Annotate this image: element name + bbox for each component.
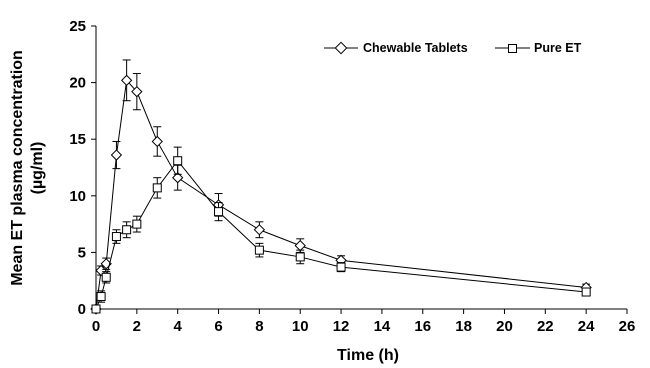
data-point-chewable (172, 172, 184, 184)
data-point-chewable (151, 135, 163, 148)
x-tick-label: 20 (496, 318, 513, 335)
series-line-chewable (95, 79, 587, 310)
y-axis-title-line2: (µg/ml) (29, 142, 46, 195)
y-tick-label: 20 (69, 75, 86, 92)
legend-marker-chewable (334, 41, 348, 55)
x-tick-label: 10 (292, 318, 309, 335)
data-point-pure (132, 219, 142, 229)
legend: Chewable Tablets Pure ET (324, 41, 582, 55)
data-point-pure (96, 292, 106, 302)
data-point-chewable (120, 74, 133, 86)
data-point-pure (336, 262, 346, 272)
x-tick-label: 8 (255, 318, 263, 335)
legend-label-pure: Pure ET (534, 41, 582, 55)
data-point-pure (173, 156, 183, 166)
data-point-pure (91, 304, 101, 314)
y-tick-label: 5 (78, 244, 86, 261)
x-tick-label: 22 (537, 318, 554, 335)
data-point-pure (152, 183, 162, 193)
data-point-pure (295, 252, 305, 262)
x-tick-label: 26 (619, 318, 636, 335)
y-tick-label: 25 (69, 18, 86, 35)
data-point-pure (581, 287, 591, 297)
x-tick-label: 4 (174, 318, 183, 335)
y-tick-label: 0 (78, 301, 86, 318)
data-point-chewable (110, 149, 123, 161)
data-point-pure (254, 245, 264, 255)
data-point-pure (101, 272, 111, 282)
x-tick-label: 18 (455, 318, 472, 335)
x-tick-label: 14 (374, 318, 391, 335)
x-tick-label: 2 (133, 318, 141, 335)
x-axis-title: Time (h) (337, 347, 399, 364)
y-tick-label: 15 (69, 131, 86, 148)
x-tick-label: 16 (414, 318, 431, 335)
data-point-chewable (131, 85, 143, 98)
series-line-pure (95, 159, 587, 310)
x-tick-label: 12 (333, 318, 350, 335)
data-point-pure (111, 232, 121, 242)
data-point-chewable (253, 224, 266, 236)
legend-marker-pure (508, 44, 517, 53)
data-point-chewable (294, 239, 306, 252)
legend-label-chewable: Chewable Tablets (363, 41, 468, 55)
x-tick-label: 6 (214, 318, 222, 335)
y-tick-label: 10 (69, 188, 86, 205)
x-tick-label: 0 (92, 318, 100, 335)
y-axis-title-line1: Mean ET plasma concentration (9, 50, 26, 286)
data-point-pure (122, 225, 132, 235)
x-tick-label: 24 (578, 318, 595, 335)
data-point-pure (214, 207, 224, 217)
